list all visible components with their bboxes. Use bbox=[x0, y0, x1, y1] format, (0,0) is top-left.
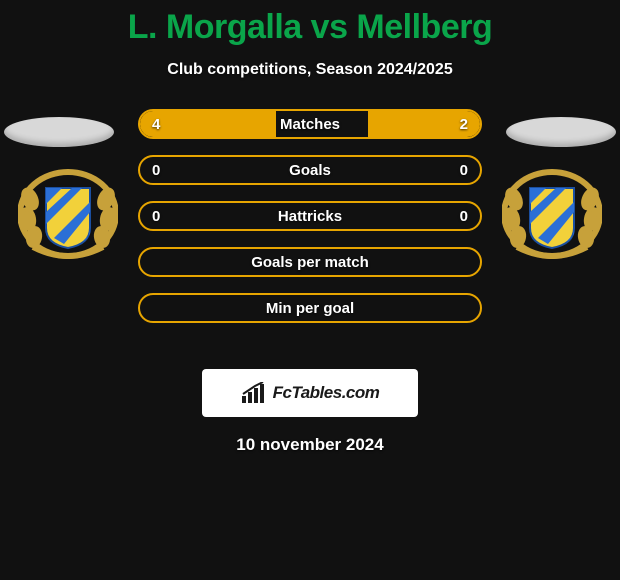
stat-label: Goals bbox=[289, 162, 331, 179]
stat-bar-goals: 0 Goals 0 bbox=[138, 155, 482, 185]
stat-label: Goals per match bbox=[251, 254, 369, 271]
stat-bar-hattricks: 0 Hattricks 0 bbox=[138, 201, 482, 231]
stat-bars: 4 Matches 2 0 Goals 0 0 Hattricks 0 Goal… bbox=[138, 109, 482, 323]
stat-value-left: 4 bbox=[152, 116, 160, 133]
player-disc-right bbox=[506, 117, 616, 147]
stat-value-right: 0 bbox=[460, 162, 468, 179]
crest-right-svg bbox=[502, 169, 602, 259]
stat-value-right: 0 bbox=[460, 208, 468, 225]
brand-box: FcTables.com bbox=[202, 369, 418, 417]
stat-label: Matches bbox=[280, 116, 340, 133]
comparison-arena: 4 Matches 2 0 Goals 0 0 Hattricks 0 Goal… bbox=[0, 109, 620, 359]
stat-value-left: 0 bbox=[152, 162, 160, 179]
brand-logo-icon bbox=[241, 382, 267, 404]
stat-bar-matches: 4 Matches 2 bbox=[138, 109, 482, 139]
stat-label: Hattricks bbox=[278, 208, 342, 225]
stat-bar-goals-per-match: Goals per match bbox=[138, 247, 482, 277]
page-title: L. Morgalla vs Mellberg bbox=[0, 0, 620, 47]
stat-value-right: 2 bbox=[460, 116, 468, 133]
club-crest-left bbox=[18, 169, 118, 259]
stat-label: Min per goal bbox=[266, 300, 354, 317]
date-text: 10 november 2024 bbox=[0, 435, 620, 455]
stat-bar-min-per-goal: Min per goal bbox=[138, 293, 482, 323]
crest-left-svg bbox=[18, 169, 118, 259]
brand-text: FcTables.com bbox=[273, 383, 380, 403]
subtitle: Club competitions, Season 2024/2025 bbox=[0, 61, 620, 79]
club-crest-right bbox=[502, 169, 602, 259]
stat-fill-left bbox=[140, 111, 276, 137]
player-disc-left bbox=[4, 117, 114, 147]
stat-value-left: 0 bbox=[152, 208, 160, 225]
